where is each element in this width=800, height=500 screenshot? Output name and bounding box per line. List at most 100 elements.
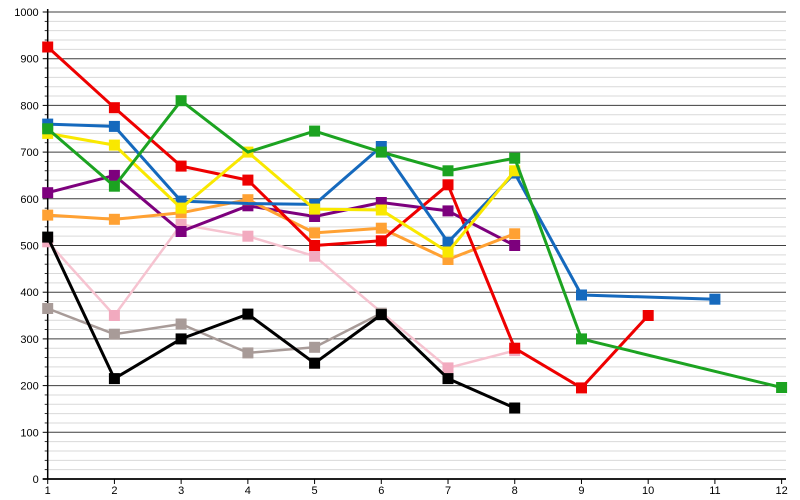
x-axis-tick-label: 4 xyxy=(245,485,251,497)
series-orange-marker xyxy=(42,209,54,221)
series-black-marker xyxy=(309,357,321,369)
series-black xyxy=(42,231,521,414)
series-orange-marker xyxy=(442,254,454,265)
y-axis-tick-label: 200 xyxy=(20,381,38,393)
series-gray-marker xyxy=(42,303,54,314)
gridlines xyxy=(47,11,786,471)
series-pink-marker xyxy=(175,219,187,230)
y-axis-tick-label: 900 xyxy=(20,54,38,66)
series-red-marker xyxy=(42,41,54,53)
series-green-marker xyxy=(442,165,454,177)
y-axis-tick-label: 1000 xyxy=(14,7,38,19)
series-green xyxy=(42,95,788,393)
series-purple-marker xyxy=(509,240,521,251)
series-purple-marker xyxy=(375,197,387,208)
series-green-marker xyxy=(375,146,387,158)
series-yellow-marker xyxy=(442,246,454,258)
series-green-marker xyxy=(175,95,187,107)
series-blue-marker xyxy=(175,195,187,207)
series-purple-marker xyxy=(309,211,321,222)
series-purple-marker xyxy=(242,200,254,212)
series-yellow-marker xyxy=(509,165,521,177)
x-axis-tick-label: 12 xyxy=(775,485,787,497)
series-orange-marker xyxy=(509,228,521,240)
series-yellow-marker xyxy=(309,203,321,215)
x-axis-tick-label: 8 xyxy=(512,485,518,497)
series-gray-line xyxy=(46,307,383,355)
x-axis-tick-label: 7 xyxy=(445,485,451,497)
x-axis-tick-label: 3 xyxy=(178,485,184,497)
series-red-marker xyxy=(509,342,521,354)
series-red-marker xyxy=(309,240,321,251)
series-green-marker xyxy=(309,125,321,137)
series-blue-marker xyxy=(709,293,721,305)
series-red-line xyxy=(46,45,650,390)
series-green-marker xyxy=(108,180,120,192)
series-green-marker xyxy=(776,382,788,393)
series-orange-marker xyxy=(242,194,254,206)
series-gray-marker xyxy=(242,347,254,359)
series-black-marker xyxy=(375,309,387,321)
series-orange-marker xyxy=(108,213,120,225)
series-gray-marker xyxy=(108,328,120,340)
y-axis-tick-label: 400 xyxy=(20,287,38,299)
y-axis-tick-label: 800 xyxy=(20,100,38,112)
series-gray-marker xyxy=(309,341,321,353)
y-axis-tick-label: 600 xyxy=(20,194,38,206)
series-green-marker xyxy=(509,152,521,164)
series-gray-marker xyxy=(175,318,187,330)
series-blue-marker xyxy=(442,236,454,248)
series-purple-marker xyxy=(175,226,187,237)
series-yellow-marker xyxy=(175,202,187,214)
series-orange-marker xyxy=(309,227,321,239)
series-pink-marker xyxy=(108,310,120,321)
y-axis-tick-label: 0 xyxy=(33,474,39,486)
series-red-marker xyxy=(576,382,587,394)
series-black-marker xyxy=(509,402,521,414)
series-blue-marker xyxy=(108,120,120,132)
series-black-marker xyxy=(108,373,120,385)
x-axis-tick-label: 6 xyxy=(378,485,384,497)
x-axis-tick-label: 2 xyxy=(111,485,117,497)
x-axis-tick-label: 9 xyxy=(578,485,584,497)
series-pink-line xyxy=(46,223,516,370)
y-axis-tick-label: 300 xyxy=(20,334,38,346)
series-orange-marker xyxy=(375,222,387,234)
series-red-marker xyxy=(108,102,120,114)
series-purple-marker xyxy=(108,169,120,181)
series-purple-marker xyxy=(442,205,454,217)
y-axis-tick-label: 700 xyxy=(20,147,38,159)
series-green-line xyxy=(46,99,784,389)
series-orange-line xyxy=(46,198,517,261)
series-yellow-line xyxy=(46,131,517,254)
series-black-marker xyxy=(42,231,54,243)
series-yellow-marker xyxy=(375,204,387,216)
series-black-marker xyxy=(242,308,254,320)
x-axis-tick-label: 5 xyxy=(312,485,318,497)
series-pink-marker xyxy=(242,230,254,242)
series-red-marker xyxy=(642,310,654,321)
series-red xyxy=(42,41,654,394)
series-red-marker xyxy=(375,235,387,247)
series-blue-marker xyxy=(375,141,387,152)
series-black-line xyxy=(46,235,517,410)
series-green-marker xyxy=(42,123,54,135)
series-pink-marker xyxy=(442,362,454,374)
series-red-marker xyxy=(175,160,187,172)
series-black-marker xyxy=(175,333,187,345)
series-black-marker xyxy=(442,373,454,385)
series-yellow-marker xyxy=(108,139,120,151)
x-axis-tick-label: 11 xyxy=(709,485,720,497)
series-purple-marker xyxy=(42,187,54,199)
series-red-marker xyxy=(442,179,454,191)
series-blue-line xyxy=(46,122,717,301)
series-green-marker xyxy=(576,333,587,345)
x-axis-tick-label: 1 xyxy=(45,485,51,497)
series-pink-marker xyxy=(309,250,321,262)
series-red-marker xyxy=(242,174,254,186)
y-axis-tick-label: 100 xyxy=(20,427,38,439)
x-axis-tick-label: 10 xyxy=(642,485,654,497)
